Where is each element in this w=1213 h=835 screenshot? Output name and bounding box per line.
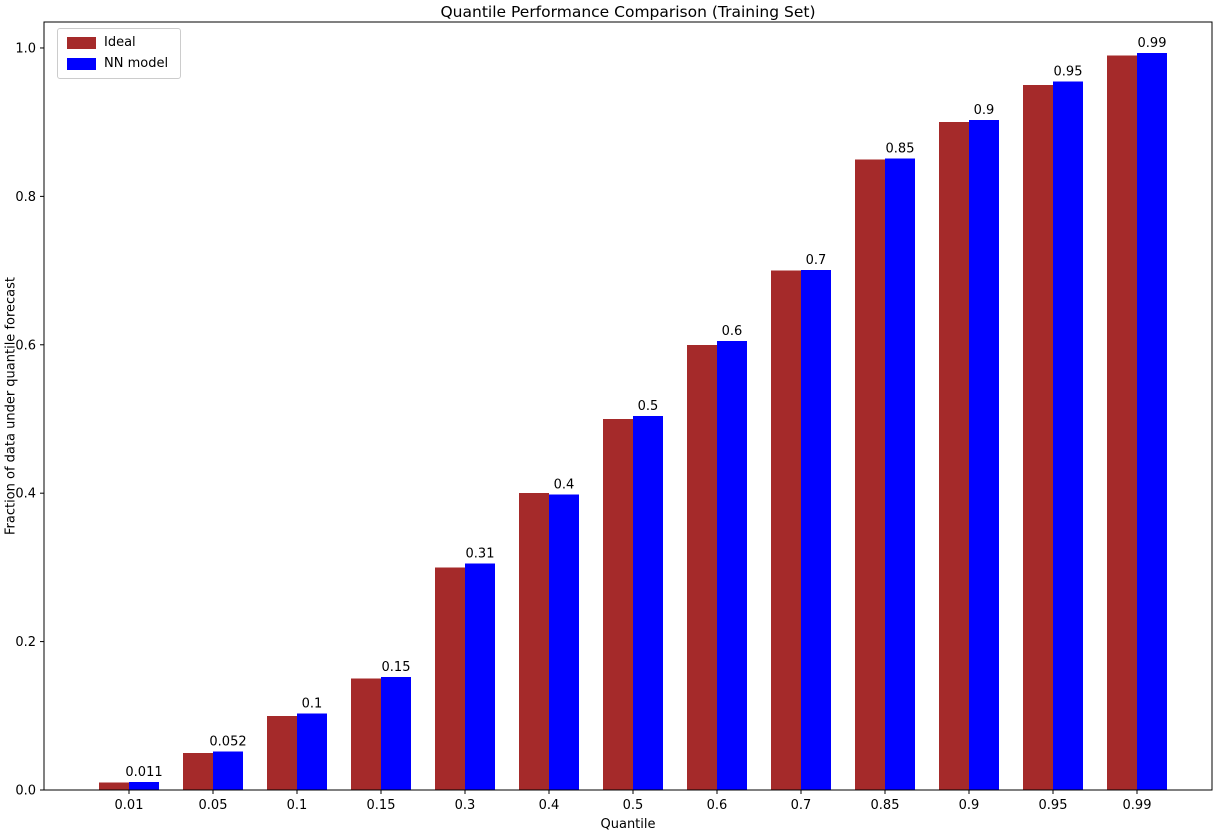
bar-nn-model-0.7	[801, 269, 831, 791]
chart-title: Quantile Performance Comparison (Trainin…	[440, 3, 816, 21]
legend-item-nn-model: NN model	[67, 57, 168, 71]
y-tick-label: 0.4	[15, 487, 36, 502]
bar-value-label: 0.7	[806, 253, 827, 268]
bar-nn-model-0.01	[129, 781, 159, 790]
bar-value-label: 0.15	[382, 660, 411, 675]
bar-nn-model-0.4	[549, 494, 579, 790]
bar-value-label: 0.052	[209, 734, 246, 749]
bar-ideal-0.3	[435, 567, 465, 790]
x-tick-label: 0.15	[367, 798, 396, 813]
bar-nn-model-0.6	[717, 341, 747, 790]
bar-ideal-0.99	[1107, 55, 1137, 791]
bar-nn-model-0.95	[1053, 81, 1083, 791]
y-tick-label: 0.2	[15, 635, 36, 650]
x-tick-label: 0.3	[455, 798, 476, 813]
legend-item-ideal: Ideal	[67, 36, 168, 50]
bar-value-label: 0.5	[638, 399, 659, 414]
bar-nn-model-0.5	[633, 416, 663, 790]
bar-nn-model-0.3	[465, 563, 495, 790]
x-tick-label: 0.5	[623, 798, 644, 813]
bar-ideal-0.01	[99, 782, 129, 790]
x-tick-label: 0.99	[1123, 798, 1152, 813]
bar-ideal-0.85	[855, 159, 885, 790]
bar-value-label: 0.1	[302, 697, 323, 712]
y-axis-label: Fraction of data under quantile forecast	[3, 276, 19, 536]
y-tick-label: 0.6	[15, 338, 36, 353]
x-tick-label: 0.85	[871, 798, 900, 813]
bar-ideal-0.5	[603, 418, 633, 790]
plot-border	[43, 21, 1213, 791]
legend-label-nn-model: NN model	[104, 56, 169, 71]
y-tick-label: 0.0	[15, 784, 36, 799]
bar-value-label: 0.85	[886, 142, 915, 157]
legend-label-ideal: Ideal	[104, 35, 136, 50]
bar-ideal-0.95	[1023, 85, 1053, 791]
bar-ideal-0.05	[183, 752, 213, 790]
x-tick-label: 0.4	[539, 798, 560, 813]
bar-ideal-0.6	[687, 344, 717, 790]
bar-value-label: 0.6	[722, 324, 743, 339]
bar-value-label: 0.31	[466, 547, 495, 562]
x-tick-label: 0.7	[791, 798, 812, 813]
nn-model-color-swatch-icon	[67, 58, 96, 70]
bar-ideal-0.7	[771, 270, 801, 790]
bar-nn-model-0.05	[213, 751, 243, 790]
y-tick-label: 1.0	[15, 41, 36, 56]
bar-ideal-0.15	[351, 678, 381, 790]
bar-value-label: 0.4	[554, 478, 575, 493]
x-tick-label: 0.1	[287, 798, 308, 813]
bar-value-label: 0.9	[974, 103, 995, 118]
y-tick-label: 0.8	[15, 190, 36, 205]
x-tick-label: 0.95	[1039, 798, 1068, 813]
bar-nn-model-0.9	[969, 119, 999, 791]
x-tick-label: 0.6	[707, 798, 728, 813]
bar-value-label: 0.95	[1054, 64, 1083, 79]
bar-nn-model-0.99	[1137, 53, 1167, 790]
bar-nn-model-0.15	[381, 677, 411, 790]
bar-ideal-0.4	[519, 493, 549, 790]
x-tick-label: 0.01	[115, 798, 144, 813]
bar-value-label: 0.011	[125, 765, 162, 780]
x-tick-label: 0.9	[959, 798, 980, 813]
ideal-color-swatch-icon	[67, 37, 96, 49]
bar-ideal-0.1	[267, 715, 297, 790]
bar-ideal-0.9	[939, 122, 969, 791]
bar-nn-model-0.85	[885, 158, 915, 791]
x-tick-label: 0.05	[199, 798, 228, 813]
bar-nn-model-0.1	[297, 713, 327, 790]
bar-value-label: 0.99	[1138, 36, 1167, 51]
x-axis-label: Quantile	[600, 817, 656, 832]
chart-legend: Ideal NN model	[57, 28, 182, 79]
